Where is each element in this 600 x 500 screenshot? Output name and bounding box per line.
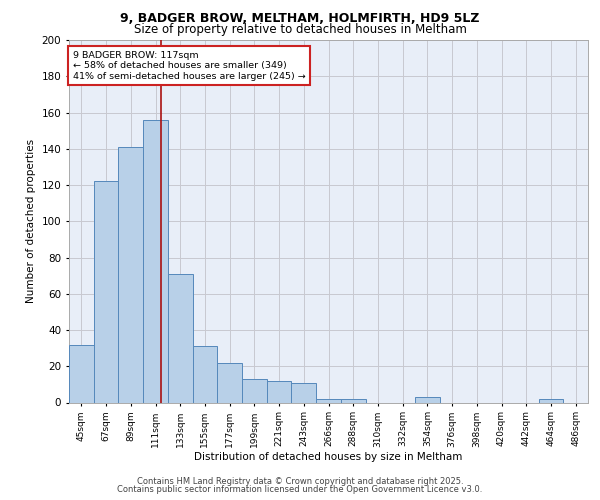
Text: 9 BADGER BROW: 117sqm
← 58% of detached houses are smaller (349)
41% of semi-det: 9 BADGER BROW: 117sqm ← 58% of detached … <box>73 51 305 80</box>
Bar <box>415 397 440 402</box>
Bar <box>316 399 341 402</box>
Text: 9, BADGER BROW, MELTHAM, HOLMFIRTH, HD9 5LZ: 9, BADGER BROW, MELTHAM, HOLMFIRTH, HD9 … <box>120 12 480 26</box>
Bar <box>94 182 118 402</box>
Bar <box>118 147 143 403</box>
Bar <box>539 399 563 402</box>
Text: Contains HM Land Registry data © Crown copyright and database right 2025.: Contains HM Land Registry data © Crown c… <box>137 477 463 486</box>
Bar <box>292 382 316 402</box>
Bar <box>217 362 242 403</box>
Text: Size of property relative to detached houses in Meltham: Size of property relative to detached ho… <box>134 22 466 36</box>
Bar <box>341 399 365 402</box>
Bar <box>168 274 193 402</box>
Y-axis label: Number of detached properties: Number of detached properties <box>26 139 36 304</box>
Bar <box>143 120 168 403</box>
Bar <box>193 346 217 403</box>
Bar <box>242 379 267 402</box>
Bar <box>267 381 292 402</box>
Bar <box>69 344 94 403</box>
Text: Contains public sector information licensed under the Open Government Licence v3: Contains public sector information licen… <box>118 485 482 494</box>
X-axis label: Distribution of detached houses by size in Meltham: Distribution of detached houses by size … <box>194 452 463 462</box>
